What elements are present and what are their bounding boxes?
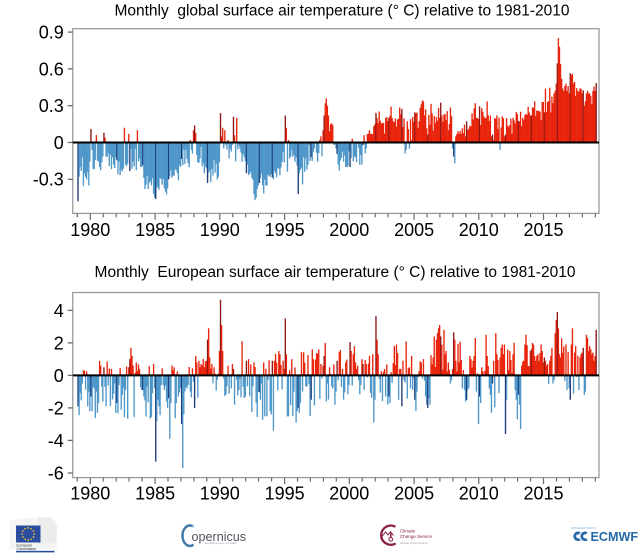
svg-text:Commission: Commission bbox=[17, 547, 37, 551]
svg-text:2000: 2000 bbox=[329, 484, 369, 504]
svg-text:4: 4 bbox=[54, 301, 64, 321]
svg-text:1985: 1985 bbox=[135, 484, 175, 504]
svg-text:European: European bbox=[17, 544, 33, 548]
svg-text:1995: 1995 bbox=[265, 484, 305, 504]
svg-text:1990: 1990 bbox=[200, 484, 240, 504]
svg-text:-4: -4 bbox=[48, 431, 64, 451]
svg-text:2010: 2010 bbox=[459, 484, 499, 504]
svg-text:1995: 1995 bbox=[265, 220, 305, 240]
svg-text:0.3: 0.3 bbox=[39, 96, 64, 116]
svg-text:0: 0 bbox=[54, 133, 64, 153]
svg-text:IMPLEMENTED BY: IMPLEMENTED BY bbox=[571, 526, 597, 530]
svg-text:1985: 1985 bbox=[135, 220, 175, 240]
svg-text:2010: 2010 bbox=[459, 220, 499, 240]
svg-text:2015: 2015 bbox=[523, 220, 563, 240]
svg-text:climate.copernicus.eu: climate.copernicus.eu bbox=[400, 541, 428, 545]
svg-text:-0.3: -0.3 bbox=[33, 170, 64, 190]
svg-text:2005: 2005 bbox=[394, 220, 434, 240]
svg-text:ECMWF: ECMWF bbox=[591, 530, 639, 544]
svg-text:2000: 2000 bbox=[329, 220, 369, 240]
svg-text:2005: 2005 bbox=[394, 484, 434, 504]
svg-text:2015: 2015 bbox=[523, 484, 563, 504]
svg-text:Climate: Climate bbox=[400, 529, 416, 534]
svg-text:Change Service: Change Service bbox=[400, 534, 433, 539]
svg-text:0.6: 0.6 bbox=[39, 59, 64, 79]
svg-text:Monthly European surface air: Monthly European surface air temperature… bbox=[95, 264, 576, 281]
svg-text:1980: 1980 bbox=[70, 484, 110, 504]
svg-text:-2: -2 bbox=[48, 398, 64, 418]
svg-text:2: 2 bbox=[54, 333, 64, 353]
svg-text:opernicus: opernicus bbox=[192, 530, 247, 544]
svg-text:-6: -6 bbox=[48, 463, 64, 483]
svg-text:Europe's eyes on Earth: Europe's eyes on Earth bbox=[205, 541, 237, 545]
svg-text:Monthly global surface air te: Monthly global surface air temperature (… bbox=[114, 3, 569, 20]
svg-text:0.9: 0.9 bbox=[39, 23, 64, 43]
svg-text:0: 0 bbox=[54, 366, 64, 386]
svg-text:1980: 1980 bbox=[70, 220, 110, 240]
svg-text:1990: 1990 bbox=[200, 220, 240, 240]
